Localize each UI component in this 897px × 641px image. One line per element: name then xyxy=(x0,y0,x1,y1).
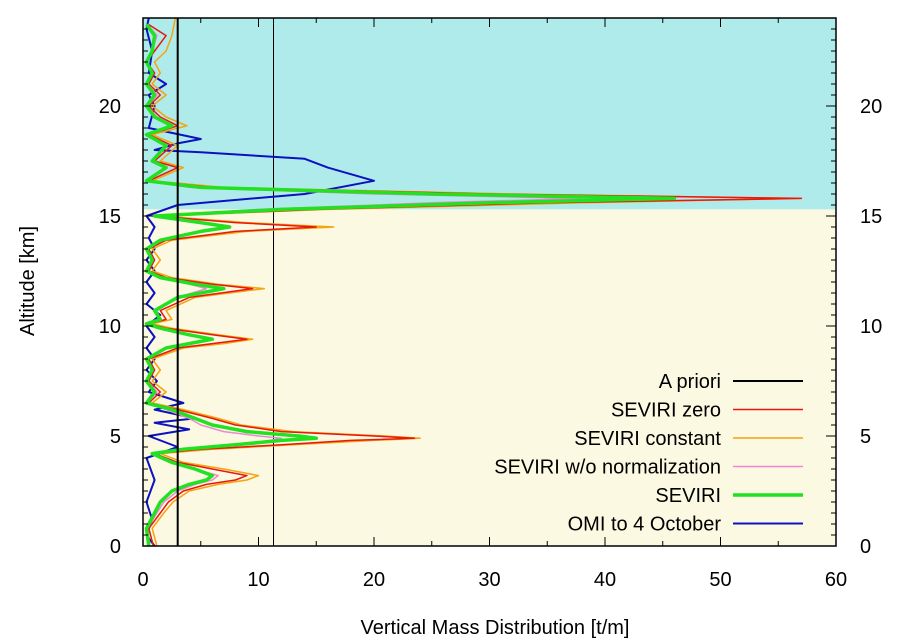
x-tick-label: 30 xyxy=(478,569,500,591)
y-tick-labels: 0 5 10 15 20 xyxy=(99,96,121,558)
x-tick-label: 50 xyxy=(709,569,731,591)
y-tick-label-right: 20 xyxy=(860,96,882,118)
y-tick-label-right: 5 xyxy=(860,426,871,448)
y-tick-label: 20 xyxy=(99,96,121,118)
y-tick-label: 10 xyxy=(99,316,121,338)
legend-label: SEVIRI zero xyxy=(611,400,721,422)
y-axis-title: Altitude [km] xyxy=(17,226,39,336)
y-tick-label: 0 xyxy=(110,536,121,558)
y-tick-label-right: 15 xyxy=(860,206,882,228)
legend-label: OMI to 4 October xyxy=(568,514,722,536)
legend-label: A priori xyxy=(659,371,721,393)
x-tick-label: 20 xyxy=(363,569,385,591)
series-line-seviri-constant xyxy=(151,17,803,547)
plot-backgrounds xyxy=(143,18,836,546)
legend-label: SEVIRI w/o normalization xyxy=(494,457,721,479)
legend: A priori SEVIRI zero SEVIRI constant SEVIRI… xyxy=(494,371,803,536)
x-tick-label: 0 xyxy=(137,569,148,591)
x-tick-label: 60 xyxy=(825,569,847,591)
y-tick-label-right: 0 xyxy=(860,536,871,558)
x-tick-labels: 0 10 20 30 40 50 60 xyxy=(137,569,847,591)
x-tick-label: 10 xyxy=(247,569,269,591)
series-line-seviri xyxy=(144,23,677,547)
legend-label: SEVIRI constant xyxy=(574,428,721,450)
series-layer xyxy=(144,17,803,547)
shaded-region-1 xyxy=(143,209,836,546)
y-tick-labels-right: 0 5 10 15 20 xyxy=(860,96,882,558)
y-tick-label: 15 xyxy=(99,206,121,228)
x-tick-label: 40 xyxy=(594,569,616,591)
axis-ticks xyxy=(142,17,837,547)
x-axis-title: Vertical Mass Distribution [t/m] xyxy=(361,617,630,639)
y-tick-label: 5 xyxy=(110,426,121,448)
y-tick-label-right: 10 xyxy=(860,316,882,338)
shaded-region-0 xyxy=(143,18,836,210)
legend-label: SEVIRI xyxy=(655,485,721,507)
